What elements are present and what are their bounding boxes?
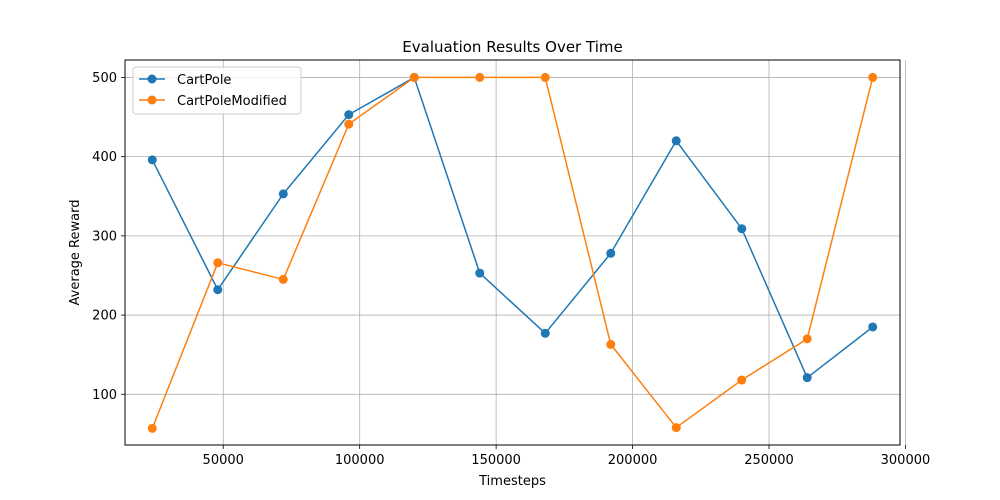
x-tick-label: 50000 bbox=[203, 453, 244, 468]
data-point-cartpolemodified bbox=[147, 423, 157, 433]
data-point-cartpole bbox=[213, 285, 223, 295]
data-point-cartpole bbox=[278, 189, 288, 199]
x-tick-label: 200000 bbox=[608, 453, 658, 468]
x-tick-label: 100000 bbox=[335, 453, 385, 468]
legend-label-cartpolemodified: CartPoleModified bbox=[177, 94, 287, 109]
data-point-cartpolemodified bbox=[213, 258, 223, 268]
legend-marker-cartpolemodified bbox=[147, 95, 157, 105]
data-point-cartpole bbox=[344, 110, 354, 120]
series-line-cartpolemodified bbox=[151, 76, 874, 429]
data-point-cartpole bbox=[737, 224, 747, 234]
axis-ticks: 50000 100000 150000 200000 250000 300000 100 20… bbox=[92, 71, 930, 468]
y-tick-label: 400 bbox=[92, 150, 117, 165]
legend: CartPole CartPoleModified bbox=[132, 66, 302, 115]
x-tick-label: 250000 bbox=[744, 453, 794, 468]
y-tick-label: 300 bbox=[92, 229, 117, 244]
series-layer bbox=[147, 72, 878, 433]
data-point-cartpole bbox=[606, 248, 616, 258]
data-point-cartpolemodified bbox=[278, 274, 288, 284]
data-point-cartpolemodified bbox=[606, 339, 616, 349]
data-point-cartpolemodified bbox=[344, 119, 354, 129]
data-point-cartpole bbox=[147, 155, 157, 165]
series-cartpolemodified bbox=[147, 72, 878, 433]
series-cartpole bbox=[147, 72, 878, 383]
y-tick-label: 500 bbox=[92, 71, 117, 86]
data-point-cartpole bbox=[802, 373, 812, 383]
data-point-cartpole bbox=[540, 328, 550, 338]
x-tick-label: 300000 bbox=[881, 453, 931, 468]
chart-title: Evaluation Results Over Time bbox=[402, 38, 622, 56]
y-tick-label: 100 bbox=[92, 388, 117, 403]
legend-label-cartpole: CartPole bbox=[177, 73, 231, 88]
plot-frame bbox=[124, 59, 901, 446]
x-axis-label: Timesteps bbox=[478, 474, 546, 489]
legend-marker-cartpole bbox=[147, 74, 157, 84]
data-point-cartpole bbox=[671, 136, 681, 146]
data-point-cartpolemodified bbox=[868, 72, 878, 82]
data-point-cartpolemodified bbox=[802, 334, 812, 344]
x-tick-label: 150000 bbox=[471, 453, 521, 468]
data-point-cartpolemodified bbox=[409, 72, 419, 82]
series-line-cartpole bbox=[151, 76, 874, 379]
data-point-cartpolemodified bbox=[540, 72, 550, 82]
data-point-cartpole bbox=[868, 322, 878, 332]
data-point-cartpolemodified bbox=[671, 423, 681, 433]
legend-box bbox=[132, 66, 302, 115]
y-axis-label: Average Reward bbox=[68, 200, 83, 306]
data-point-cartpolemodified bbox=[737, 375, 747, 385]
y-tick-label: 200 bbox=[92, 309, 117, 324]
data-point-cartpole bbox=[475, 268, 485, 278]
data-point-cartpolemodified bbox=[475, 72, 485, 82]
